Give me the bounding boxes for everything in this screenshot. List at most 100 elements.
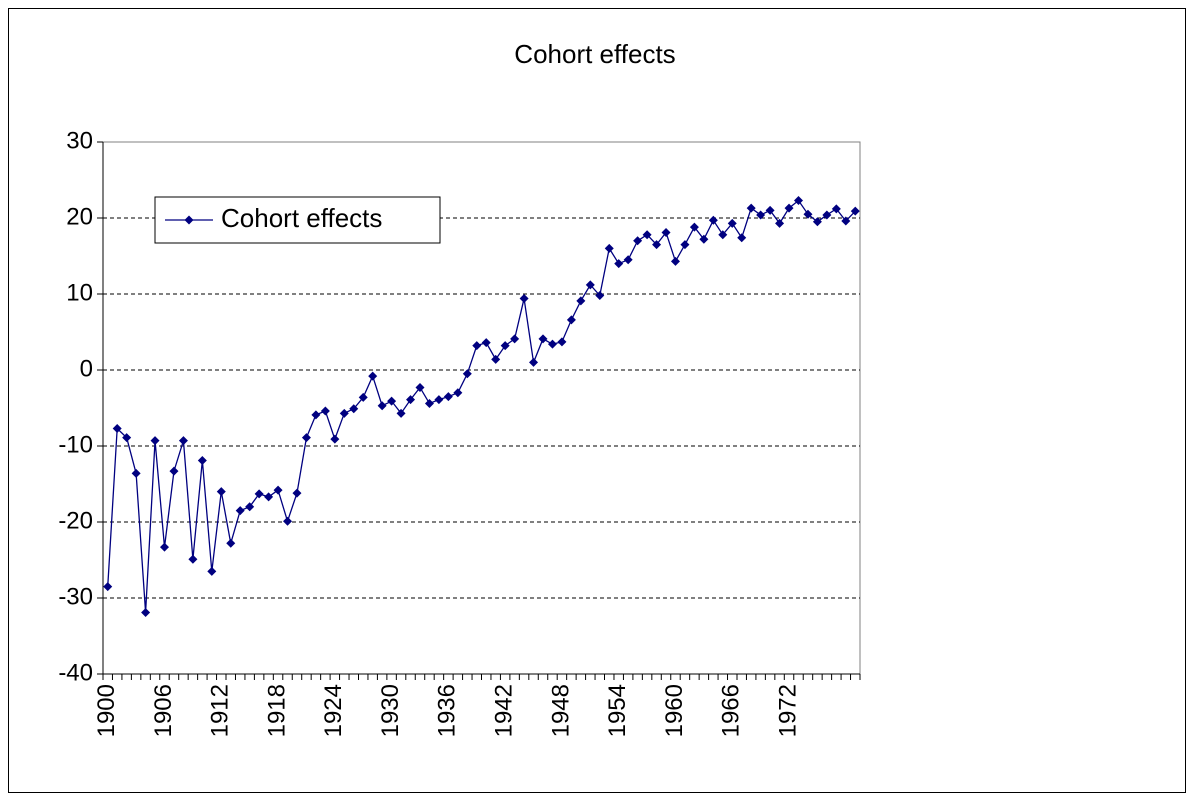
marker	[708, 215, 718, 225]
marker	[415, 382, 425, 392]
marker	[320, 406, 330, 416]
marker	[424, 398, 434, 408]
marker	[368, 371, 378, 381]
marker	[699, 234, 709, 244]
marker	[273, 485, 283, 495]
marker	[746, 203, 756, 213]
marker	[387, 396, 397, 406]
marker	[784, 203, 794, 213]
marker	[727, 218, 737, 228]
x-tick-label: 1936	[434, 684, 461, 737]
marker	[642, 230, 652, 240]
marker	[822, 210, 832, 220]
marker	[112, 424, 122, 434]
marker	[623, 255, 633, 265]
legend-label: Cohort effects	[221, 203, 382, 233]
marker	[188, 554, 198, 564]
x-tick-label: 1906	[150, 684, 177, 737]
marker	[226, 538, 236, 548]
x-tick-label: 1966	[718, 684, 745, 737]
marker	[131, 468, 141, 478]
marker	[557, 337, 567, 347]
y-tick-label: 20	[66, 203, 93, 230]
marker	[453, 388, 463, 398]
marker	[330, 434, 340, 444]
y-tick-label: -10	[58, 431, 93, 458]
x-tick-label: 1948	[547, 684, 574, 737]
marker	[254, 489, 264, 499]
marker	[831, 204, 841, 214]
marker	[160, 542, 170, 552]
marker	[197, 455, 207, 465]
marker	[301, 433, 311, 443]
marker	[311, 410, 321, 420]
marker	[756, 210, 766, 220]
x-tick-label: 1924	[320, 684, 347, 737]
marker	[595, 291, 605, 301]
marker	[491, 354, 501, 364]
marker	[576, 296, 586, 306]
marker	[103, 582, 113, 592]
marker	[434, 395, 444, 405]
marker	[481, 338, 491, 348]
marker	[500, 341, 510, 351]
x-tick-label: 1930	[377, 684, 404, 737]
marker	[652, 240, 662, 250]
marker	[566, 315, 576, 325]
marker	[216, 487, 226, 497]
marker	[141, 607, 151, 617]
marker	[178, 436, 188, 446]
marker	[670, 256, 680, 266]
marker	[661, 227, 671, 237]
marker	[283, 516, 293, 526]
chart-title: Cohort effects	[514, 39, 675, 69]
y-tick-label: 30	[66, 127, 93, 154]
x-tick-label: 1972	[774, 684, 801, 737]
marker	[812, 217, 822, 227]
marker	[633, 236, 643, 246]
marker	[718, 230, 728, 240]
marker	[462, 369, 472, 379]
marker	[519, 294, 529, 304]
marker	[235, 506, 245, 516]
marker	[529, 357, 539, 367]
marker	[765, 205, 775, 215]
marker	[443, 392, 453, 402]
marker	[689, 222, 699, 232]
x-tick-label: 1912	[207, 684, 234, 737]
marker	[339, 408, 349, 418]
x-tick-label: 1918	[263, 684, 290, 737]
marker	[510, 334, 520, 344]
y-tick-label: -20	[58, 507, 93, 534]
marker	[377, 401, 387, 411]
x-tick-label: 1942	[491, 684, 518, 737]
marker	[737, 233, 747, 243]
marker	[538, 334, 548, 344]
marker	[850, 206, 860, 216]
marker	[472, 341, 482, 351]
x-tick-label: 1954	[604, 684, 631, 737]
marker	[604, 243, 614, 253]
marker	[150, 436, 160, 446]
marker	[841, 216, 851, 226]
marker	[396, 408, 406, 418]
marker	[292, 488, 302, 498]
marker	[169, 466, 179, 476]
x-tick-label: 1960	[661, 684, 688, 737]
marker	[207, 566, 217, 576]
y-tick-label: -30	[58, 583, 93, 610]
marker	[406, 395, 416, 405]
marker	[793, 196, 803, 206]
marker	[775, 218, 785, 228]
y-tick-label: 0	[80, 355, 93, 382]
marker	[547, 339, 557, 349]
marker	[358, 392, 368, 402]
marker	[614, 259, 624, 269]
marker	[803, 209, 813, 219]
marker	[680, 240, 690, 250]
y-tick-label: -40	[58, 659, 93, 686]
marker	[264, 492, 274, 502]
legend-marker	[184, 215, 194, 225]
